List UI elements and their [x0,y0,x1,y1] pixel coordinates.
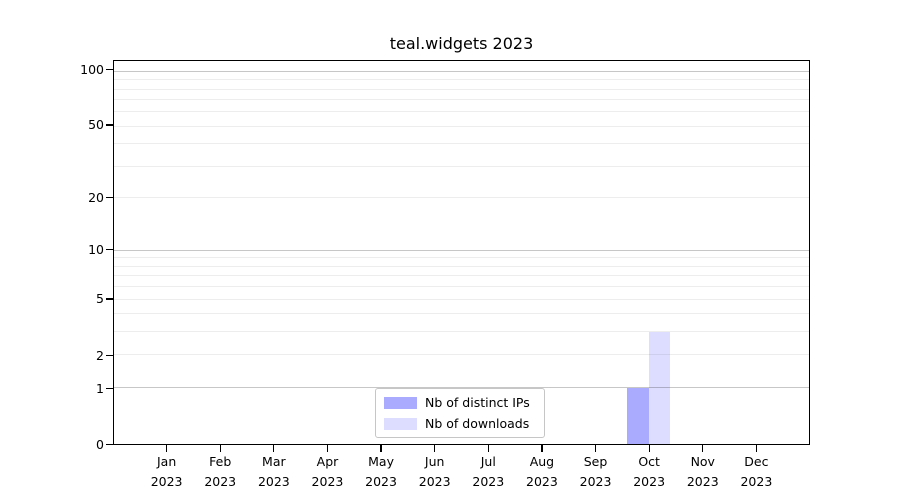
legend-entry-downloads: Nb of downloads [384,416,544,431]
ytick-label-2: 2 [96,347,104,363]
gridline-4 [114,313,809,315]
ytick-label-100: 100 [80,61,104,77]
xtick-mark-may [380,445,382,452]
gridline-2 [114,354,809,356]
xtick-mark-jun [434,445,436,452]
gridline-5 [114,298,809,300]
bar-oct-distinct-ips [627,388,649,444]
chart-title: teal.widgets 2023 [389,34,534,53]
ytick-label-5: 5 [96,291,104,307]
xtick-mark-apr [326,445,329,452]
xtick-label-apr: Apr 2023 [311,454,344,489]
legend-swatch-distinct-ips [384,396,417,409]
xtick-label-jun: Jun 2023 [418,454,451,489]
gridline-60 [114,111,809,113]
xtick-label-sep: Sep 2023 [579,454,612,489]
xtick-label-may: May 2023 [365,454,397,489]
bar-oct-downloads [648,332,671,444]
xtick-label-feb: Feb 2023 [204,454,237,489]
xtick-mark-jan [166,445,168,452]
xtick-label-mar: Mar 2023 [257,454,290,489]
gridline-3 [114,331,809,333]
ytick-mark-50 [106,124,113,126]
xtick-mark-jul [487,445,489,452]
ytick-mark-100 [106,68,113,71]
xtick-mark-dec [755,445,757,452]
ytick-label-10: 10 [88,242,104,258]
xtick-mark-mar [273,445,275,452]
gridline-100 [114,70,809,72]
ytick-mark-2 [106,354,113,356]
xtick-label-dec: Dec 2023 [740,454,773,489]
xtick-label-jan: Jan 2023 [150,454,183,489]
xtick-label-aug: Aug 2023 [526,454,558,489]
ytick-mark-20 [106,196,113,198]
gridline-7 [114,275,809,277]
ytick-mark-1 [106,387,113,389]
xtick-mark-oct [648,445,650,452]
xtick-mark-nov [702,445,704,452]
ytick-label-0: 0 [96,437,104,452]
xtick-mark-feb [219,445,221,452]
ytick-mark-0 [106,444,113,446]
legend-label-distinct-ips: Nb of distinct IPs [425,395,530,410]
gridline-70 [114,99,809,101]
xtick-mark-sep [594,445,597,452]
xtick-label-nov: Nov 2023 [686,454,719,489]
gridline-6 [114,286,809,288]
gridline-8 [114,265,809,267]
xtick-label-jul: Jul 2023 [472,454,505,489]
ytick-label-50: 50 [88,117,104,133]
gridline-30 [114,166,809,168]
gridline-50 [114,125,809,127]
gridline-40 [114,143,809,145]
ytick-mark-5 [106,298,113,300]
xtick-mark-aug [541,445,543,452]
legend-swatch-downloads [384,417,417,430]
ytick-label-20: 20 [88,189,104,205]
ytick-mark-10 [106,249,113,251]
gridline-20 [114,197,809,199]
xtick-label-oct: Oct 2023 [633,454,666,489]
legend-entry-distinct-ips: Nb of distinct IPs [384,395,544,410]
gridline-80 [114,88,809,90]
gridline-9 [114,257,809,259]
legend-label-downloads: Nb of downloads [425,416,530,431]
gridline-90 [114,79,809,81]
legend: Nb of distinct IPs Nb of downloads [375,388,545,438]
ytick-label-1: 1 [96,380,104,396]
gridline-10 [114,249,809,251]
